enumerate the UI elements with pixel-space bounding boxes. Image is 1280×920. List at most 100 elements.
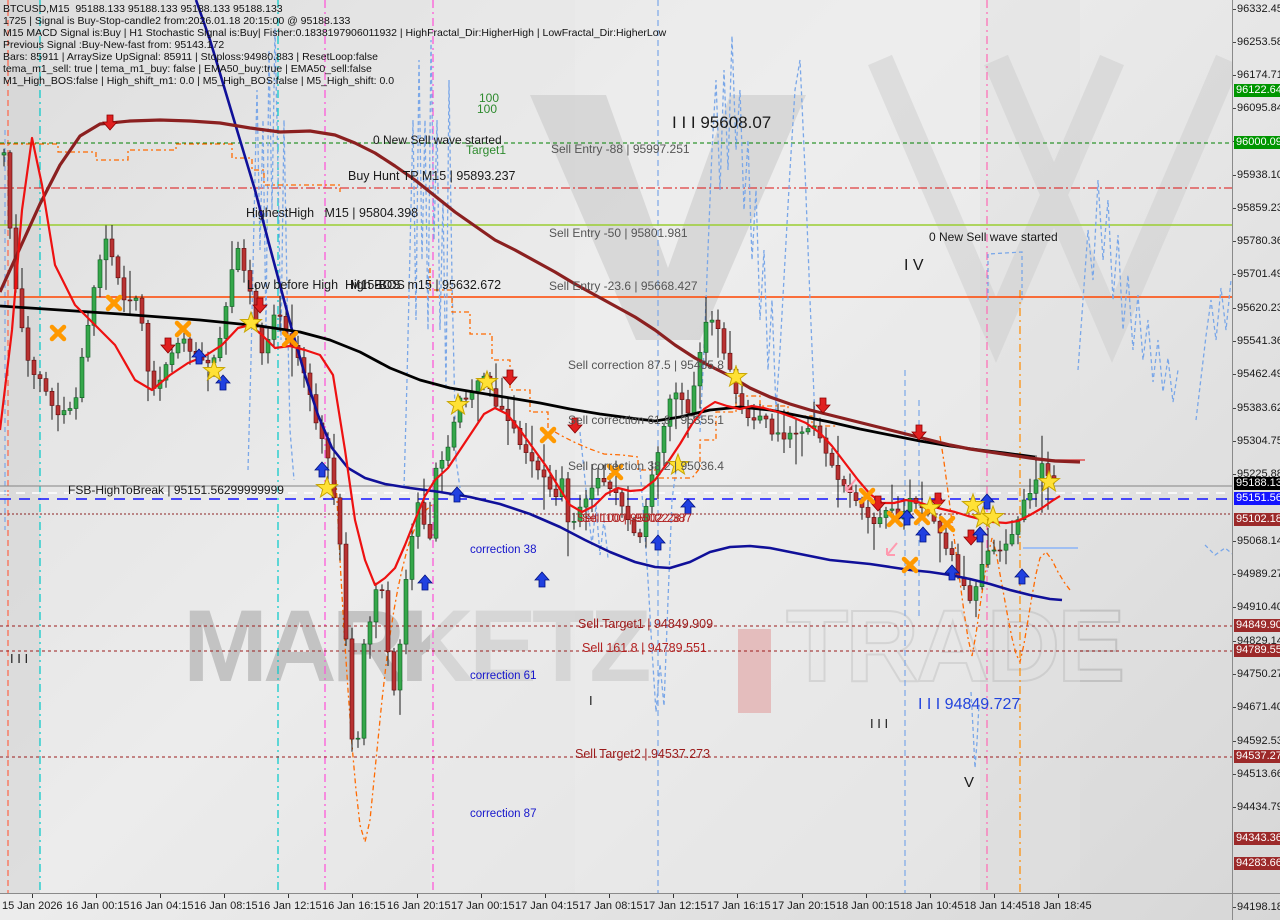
price-axis-label: 96332.450 (1237, 3, 1280, 15)
star-icon (666, 452, 690, 476)
buy-arrow-icon (972, 526, 988, 543)
candlestick-chart[interactable] (0, 0, 1232, 893)
price-axis-tick (1233, 607, 1236, 608)
price-badge: 95188.133 (1234, 477, 1280, 490)
star-icon (446, 392, 470, 416)
time-axis-tick (481, 894, 482, 898)
logo-watermark-swoosh (868, 54, 1232, 363)
x-mark-icon (886, 510, 904, 528)
price-axis-label: 94198.180 (1237, 901, 1280, 913)
price-badge: 94283.668 (1234, 857, 1280, 870)
buy-arrow-icon (417, 574, 433, 591)
oscillator-line (403, 39, 461, 489)
candle-bodies (1, 152, 1057, 740)
x-mark-icon (901, 556, 919, 574)
price-axis-label: 95780.360 (1237, 235, 1280, 247)
price-axis-label: 95304.750 (1237, 435, 1280, 447)
x-mark-icon (105, 294, 123, 312)
price-axis-label: 95938.100 (1237, 169, 1280, 181)
envelope-line (0, 143, 341, 192)
time-axis-label: 18 Jan 14:45 (964, 900, 1028, 912)
time-axis-tick (224, 894, 225, 898)
time-axis-label: 17 Jan 16:15 (707, 900, 771, 912)
time-axis-label: 17 Jan 12:15 (643, 900, 707, 912)
price-axis-label: 94592.530 (1237, 735, 1280, 747)
star-icon (1037, 469, 1061, 493)
star-icon (981, 504, 1005, 528)
time-axis-label: 17 Jan 00:15 (451, 900, 515, 912)
time-axis-tick (160, 894, 161, 898)
price-axis-tick (1233, 741, 1236, 742)
ma-red-line (0, 136, 1061, 587)
time-axis-label: 17 Jan 08:15 (579, 900, 643, 912)
oscillator-line (970, 691, 980, 769)
star-icon (202, 358, 226, 382)
pink-arrow-icon (886, 542, 898, 556)
x-mark-icon (938, 515, 956, 533)
price-axis-tick (1233, 108, 1236, 109)
time-axis-label: 17 Jan 20:15 (772, 900, 836, 912)
oscillator-line (639, 467, 677, 713)
price-axis-tick (1233, 408, 1236, 409)
price-badge: 94537.273 (1234, 750, 1280, 763)
price-axis-label: 95541.360 (1237, 335, 1280, 347)
sell-arrow-icon (911, 424, 927, 441)
price-axis-tick (1233, 341, 1236, 342)
time-axis-label: 16 Jan 00:15 (66, 900, 130, 912)
price-axis-tick (1233, 574, 1236, 575)
price-axis-label: 94671.400 (1237, 701, 1280, 713)
time-axis-label: 18 Jan 18:45 (1028, 900, 1092, 912)
x-mark-icon (858, 487, 876, 505)
buy-arrow-icon (314, 461, 330, 478)
x-mark-icon (174, 320, 192, 338)
price-badge: 94849.909 (1234, 619, 1280, 632)
price-axis-tick (1233, 441, 1236, 442)
buy-arrow-icon (944, 564, 960, 581)
time-axis-tick (545, 894, 546, 898)
time-axis-tick (288, 894, 289, 898)
session-band (980, 0, 1080, 893)
price-axis-tick (1233, 474, 1236, 475)
price-axis[interactable]: 96332.45096253.58096174.71096095.8409601… (1233, 0, 1280, 913)
star-icon (239, 310, 263, 334)
sell-arrow-icon (160, 337, 176, 354)
price-axis-label: 94989.270 (1237, 568, 1280, 580)
price-axis-label: 95859.230 (1237, 202, 1280, 214)
star-icon (315, 475, 339, 499)
time-axis-label: 16 Jan 04:15 (130, 900, 194, 912)
time-axis-tick (32, 894, 33, 898)
star-icon (961, 492, 985, 516)
sell-arrow-icon (567, 417, 583, 434)
sell-arrow-icon (102, 114, 118, 131)
time-axis-label: 16 Jan 16:15 (322, 900, 386, 912)
sell-arrow-icon (252, 297, 268, 314)
time-axis-tick (994, 894, 995, 898)
price-axis-tick (1233, 42, 1236, 43)
envelope-line (429, 268, 836, 479)
price-axis-label: 95383.620 (1237, 402, 1280, 414)
ma-maroon-line (0, 118, 1081, 464)
time-axis-label: 16 Jan 12:15 (258, 900, 322, 912)
envelope-line (939, 435, 1071, 664)
time-axis-tick (673, 894, 674, 898)
price-axis-tick (1233, 641, 1236, 642)
price-axis-tick (1233, 541, 1236, 542)
price-badge: 94343.363 (1234, 832, 1280, 845)
time-axis-label: 18 Jan 00:15 (836, 900, 900, 912)
oscillator-line (1077, 179, 1179, 403)
time-axis-tick (930, 894, 931, 898)
price-axis-tick (1233, 774, 1236, 775)
star-icon (724, 364, 748, 388)
price-axis-label: 94910.400 (1237, 601, 1280, 613)
price-axis-label: 96253.580 (1237, 36, 1280, 48)
price-axis-label: 94513.660 (1237, 768, 1280, 780)
x-mark-icon (539, 426, 557, 444)
time-axis-tick (866, 894, 867, 898)
time-axis-tick (96, 894, 97, 898)
time-axis[interactable]: 15 Jan 2026 16 Jan 00:15 16 Jan 04:15 16 Ja… (0, 894, 1232, 920)
oscillator-line (579, 431, 609, 559)
x-mark-icon (281, 330, 299, 348)
price-axis-tick (1233, 274, 1236, 275)
price-axis-label: 96095.840 (1237, 102, 1280, 114)
